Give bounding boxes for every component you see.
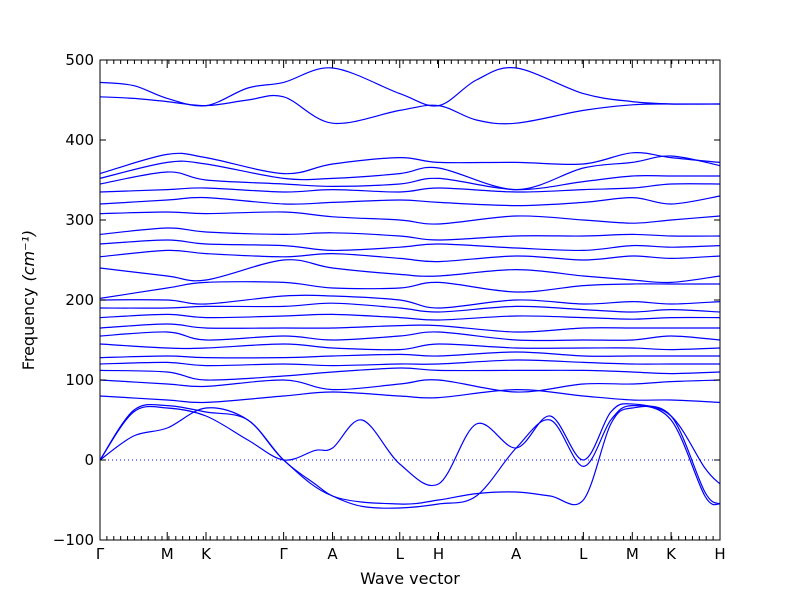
x-tick-label: M: [161, 545, 174, 563]
band-line-6: [99, 195, 721, 207]
bands-layer: [99, 67, 721, 509]
x-tick-label: K: [666, 545, 677, 563]
x-tick-label: L: [396, 545, 405, 563]
x-tick-label: M: [626, 545, 639, 563]
band-line-19: [99, 351, 720, 359]
band-line-20: [99, 359, 721, 367]
x-tick-label: A: [511, 545, 522, 563]
y-tick-label: 0: [84, 451, 94, 469]
x-tick-label: L: [579, 545, 588, 563]
band-line-13: [99, 294, 721, 309]
x-tick-label: Γ: [279, 545, 288, 563]
band-line-7: [99, 211, 721, 225]
y-tick-label: 200: [65, 291, 94, 309]
y-axis-label: Frequency (cm⁻¹): [19, 230, 38, 370]
plot-frame: [99, 59, 721, 541]
x-tick-label: H: [433, 545, 444, 563]
band-line-22: [99, 379, 721, 393]
x-tick-label: A: [327, 545, 338, 563]
band-line-5: [99, 183, 721, 193]
band-line-18: [99, 343, 721, 351]
y-tick-label: 100: [65, 371, 94, 389]
y-tick-label: 400: [65, 131, 94, 149]
band-line-0: [99, 67, 721, 107]
band-line-17: [99, 331, 721, 342]
band-line-25: [99, 404, 721, 509]
band-line-16: [99, 323, 720, 333]
band-line-15: [99, 313, 721, 321]
band-line-10: [99, 249, 721, 263]
x-axis-label: Wave vector: [360, 569, 460, 588]
band-line-4: [99, 171, 720, 191]
band-line-14: [99, 302, 721, 313]
x-tick-label: K: [201, 545, 212, 563]
y-axis-label-text: Frequency: [19, 288, 38, 371]
band-line-8: [99, 227, 721, 241]
y-tick-label: 500: [65, 51, 94, 69]
x-tick-label: H: [714, 545, 725, 563]
band-line-2: [99, 152, 721, 175]
y-tick-label: 300: [65, 211, 94, 229]
band-line-26: [99, 403, 721, 506]
ticks-layer: [99, 59, 721, 541]
band-line-12: [99, 281, 720, 299]
band-line-23: [99, 388, 721, 404]
band-line-3: [99, 155, 721, 191]
y-tick-label: −100: [53, 531, 94, 549]
band-line-11: [99, 259, 721, 284]
band-line-24: [99, 403, 721, 487]
y-axis-label-unit: (cm⁻¹): [19, 230, 38, 282]
band-line-1: [99, 94, 721, 125]
y-tick-labels: −100 0 100 200 300 400 500: [53, 51, 94, 549]
band-line-9: [99, 239, 721, 252]
band-line-21: [99, 367, 721, 381]
x-tick-label: Γ: [96, 545, 105, 563]
